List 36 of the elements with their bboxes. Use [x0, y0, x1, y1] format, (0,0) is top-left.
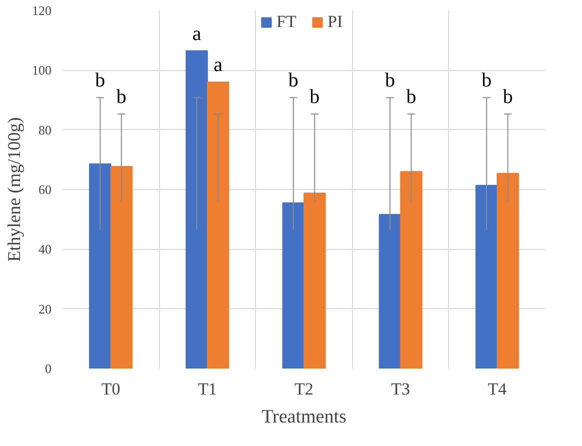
- annotation: b: [502, 86, 513, 108]
- legend-label: PI: [328, 12, 344, 32]
- annotation: b: [406, 86, 416, 108]
- y-tick-label: 100: [32, 62, 52, 78]
- x-tick-label: T1: [198, 380, 217, 398]
- annotation: b: [310, 86, 320, 108]
- bar: [282, 202, 304, 368]
- annotation: a: [214, 54, 223, 76]
- x-tick-label: T0: [101, 380, 120, 398]
- y-axis-title: Ethylene (mg/100g): [4, 117, 24, 262]
- annotation: b: [116, 86, 126, 108]
- bar: [400, 171, 422, 368]
- bar: [304, 192, 326, 368]
- x-tick-label: T3: [391, 380, 410, 398]
- y-tick-label: 0: [45, 361, 52, 376]
- y-tick-label: 80: [38, 122, 52, 138]
- x-tick-label: T4: [488, 380, 508, 398]
- x-axis-title: Treatments: [262, 406, 346, 428]
- legend-label: FT: [276, 12, 296, 32]
- bar: [110, 166, 133, 368]
- annotation: b: [384, 70, 395, 92]
- bar: [496, 172, 519, 368]
- annotation: b: [95, 70, 106, 92]
- x-tick-label: T2: [294, 380, 314, 398]
- annotation: b: [482, 70, 492, 92]
- y-tick-label: 20: [38, 301, 52, 316]
- y-tick-label: 40: [38, 242, 52, 257]
- annotation: b: [288, 70, 298, 92]
- bar: [378, 214, 402, 368]
- bar: [186, 50, 208, 368]
- bar: [89, 163, 112, 368]
- bar: [475, 184, 498, 368]
- annotation: a: [192, 22, 202, 45]
- y-tick-label: 60: [38, 182, 52, 197]
- bar: [206, 82, 230, 368]
- y-tick-label: 120: [32, 3, 52, 18]
